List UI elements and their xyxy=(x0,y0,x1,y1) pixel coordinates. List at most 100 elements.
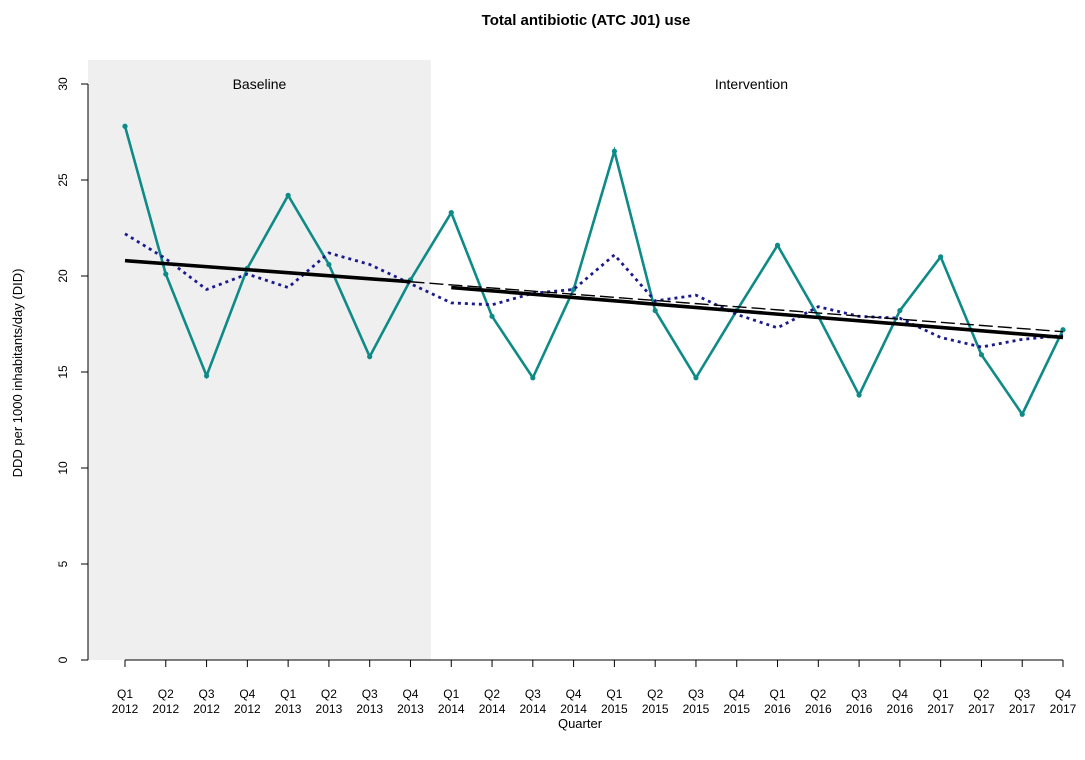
x-tick-quarter-13: Q1 xyxy=(606,687,622,701)
x-tick-year-20: 2016 xyxy=(887,702,914,716)
series-layer xyxy=(122,123,1066,417)
observed-series-line xyxy=(123,125,1065,417)
x-tick-quarter-20: Q4 xyxy=(892,687,908,701)
observed-point-20 xyxy=(897,307,903,314)
x-tick-year-9: 2014 xyxy=(438,702,465,716)
x-tick-label-12: Q4 2014 xyxy=(560,687,587,716)
seasonally-adjusted-series-line xyxy=(124,232,1064,349)
x-tick-quarter-8: Q4 xyxy=(402,687,418,701)
x-tick-label-16: Q4 2015 xyxy=(723,687,750,716)
x-tick-year-7: 2013 xyxy=(356,702,383,716)
region-label-baseline: Baseline xyxy=(233,76,287,92)
y-tick-label-30: 30 xyxy=(56,77,70,91)
x-tick-year-1: 2012 xyxy=(112,702,139,716)
x-tick-year-11: 2014 xyxy=(519,702,546,716)
observed-point-23 xyxy=(1019,411,1025,417)
baseline-region-shade xyxy=(88,60,431,660)
x-tick-label-17: Q1 2016 xyxy=(764,687,791,716)
y-axis-title: DDD per 1000 inhabitants/day (DID) xyxy=(10,269,25,478)
fitted-trend-line-1 xyxy=(124,258,411,284)
y-tick-label-10: 10 xyxy=(56,461,70,475)
x-tick-label-23: Q3 2017 xyxy=(1009,687,1036,716)
x-tick-label-15: Q3 2015 xyxy=(683,687,710,716)
fitted-trend-line-2 xyxy=(451,285,1064,340)
x-tick-label-21: Q1 2017 xyxy=(927,687,954,716)
x-tick-year-24: 2017 xyxy=(1050,702,1077,716)
x-tick-quarter-1: Q1 xyxy=(117,687,133,701)
x-tick-label-20: Q4 2016 xyxy=(887,687,914,716)
background-layer: Baseline Intervention xyxy=(88,60,788,660)
x-tick-year-22: 2017 xyxy=(968,702,995,716)
region-label-intervention: Intervention xyxy=(715,76,788,92)
x-tick-year-18: 2016 xyxy=(805,702,832,716)
x-tick-label-6: Q2 2013 xyxy=(316,687,343,716)
observed-point-14 xyxy=(652,307,658,314)
x-tick-quarter-10: Q2 xyxy=(484,687,500,701)
x-tick-quarter-6: Q2 xyxy=(321,687,337,701)
y-tick-label-0: 0 xyxy=(56,656,70,663)
x-tick-label-14: Q2 2015 xyxy=(642,687,669,716)
x-tick-quarter-15: Q3 xyxy=(688,687,704,701)
x-tick-label-5: Q1 2013 xyxy=(275,687,302,716)
x-tick-year-13: 2015 xyxy=(601,702,628,716)
x-tick-year-5: 2013 xyxy=(275,702,302,716)
chart-title: Total antibiotic (ATC J01) use xyxy=(482,12,691,29)
observed-point-13 xyxy=(611,148,617,154)
y-tick-label-15: 15 xyxy=(56,365,70,379)
x-axis-title: Quarter xyxy=(558,716,603,731)
x-tick-quarter-9: Q1 xyxy=(443,687,459,701)
x-tick-quarter-24: Q4 xyxy=(1055,687,1071,701)
observed-point-9 xyxy=(448,210,454,216)
observed-point-2 xyxy=(163,271,169,277)
observed-point-3 xyxy=(203,373,210,379)
x-tick-year-3: 2012 xyxy=(193,702,220,716)
observed-point-1 xyxy=(122,123,128,129)
x-tick-label-10: Q2 2014 xyxy=(479,687,506,716)
observed-point-15 xyxy=(693,375,699,381)
x-tick-year-6: 2013 xyxy=(316,702,343,716)
x-tick-label-24: Q4 2017 xyxy=(1050,687,1077,716)
y-tick-label-25: 25 xyxy=(56,173,70,187)
x-tick-label-22: Q2 2017 xyxy=(968,687,995,716)
x-tick-year-21: 2017 xyxy=(927,702,954,716)
x-tick-label-1: Q1 2012 xyxy=(112,687,139,716)
x-tick-label-3: Q3 2012 xyxy=(193,687,220,716)
x-tick-year-19: 2016 xyxy=(846,702,873,716)
x-tick-year-23: 2017 xyxy=(1009,702,1036,716)
x-tick-label-8: Q4 2013 xyxy=(397,687,424,716)
x-tick-year-17: 2016 xyxy=(764,702,791,716)
x-tick-quarter-2: Q2 xyxy=(158,687,174,701)
observed-point-7 xyxy=(367,354,373,360)
x-tick-year-8: 2013 xyxy=(397,702,424,716)
observed-point-21 xyxy=(938,254,944,260)
observed-point-6 xyxy=(326,261,332,268)
x-tick-quarter-16: Q4 xyxy=(729,687,745,701)
observed-point-17 xyxy=(774,242,781,248)
x-tick-year-15: 2015 xyxy=(683,702,710,716)
x-tick-year-2: 2012 xyxy=(152,702,179,716)
x-tick-quarter-11: Q3 xyxy=(525,687,541,701)
x-tick-quarter-7: Q3 xyxy=(362,687,378,701)
x-tick-quarter-17: Q1 xyxy=(770,687,786,701)
x-tick-year-12: 2014 xyxy=(560,702,587,716)
x-tick-quarter-5: Q1 xyxy=(280,687,296,701)
x-tick-label-13: Q1 2015 xyxy=(601,687,628,716)
x-tick-quarter-4: Q4 xyxy=(239,687,255,701)
x-tick-quarter-18: Q2 xyxy=(810,687,826,701)
y-tick-label-20: 20 xyxy=(56,269,70,283)
y-tick-label-5: 5 xyxy=(56,560,70,567)
x-tick-quarter-22: Q2 xyxy=(973,687,989,701)
x-tick-label-9: Q1 2014 xyxy=(438,687,465,716)
observed-point-10 xyxy=(489,313,495,319)
observed-point-22 xyxy=(978,352,985,358)
x-tick-quarter-23: Q3 xyxy=(1014,687,1030,701)
observed-point-19 xyxy=(856,392,862,398)
observed-point-11 xyxy=(530,375,536,381)
x-tick-quarter-12: Q4 xyxy=(566,687,582,701)
x-tick-quarter-3: Q3 xyxy=(199,687,215,701)
x-tick-label-4: Q4 2012 xyxy=(234,687,261,716)
x-tick-label-11: Q3 2014 xyxy=(519,687,546,716)
